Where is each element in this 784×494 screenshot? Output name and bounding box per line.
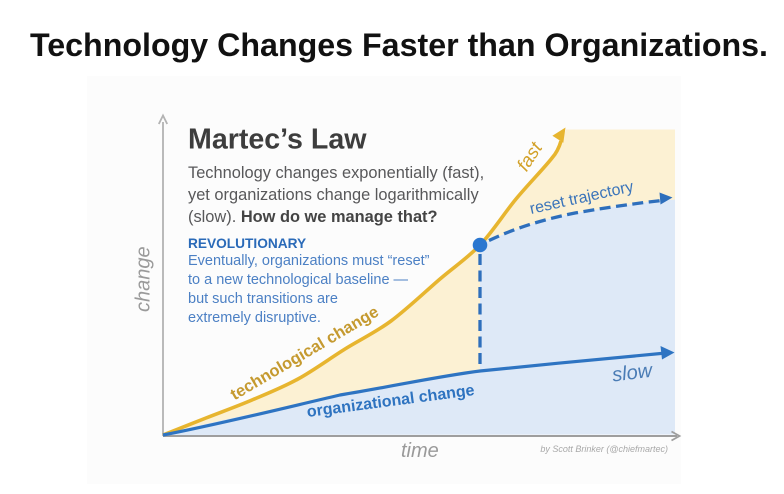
svg-text:slow: slow [611,360,655,387]
svg-text:Technology changes exponential: Technology changes exponentially (fast), [188,164,484,182]
svg-text:by Scott Brinker (@chiefmartec: by Scott Brinker (@chiefmartec) [540,444,668,454]
svg-text:Martec’s Law: Martec’s Law [188,124,367,156]
svg-text:Eventually, organizations must: Eventually, organizations must “reset” [188,253,430,269]
svg-text:(slow). How do we manage that?: (slow). How do we manage that? [188,208,438,226]
svg-text:yet organizations change logar: yet organizations change logarithmically [188,186,479,204]
svg-text:change: change [133,246,155,312]
svg-text:to a new technological baselin: to a new technological baseline — [188,272,409,288]
svg-text:REVOLUTIONARY: REVOLUTIONARY [188,236,306,251]
svg-text:but such transitions are: but such transitions are [188,291,338,307]
svg-text:extremely disruptive.: extremely disruptive. [188,310,321,326]
svg-text:time: time [401,440,439,462]
